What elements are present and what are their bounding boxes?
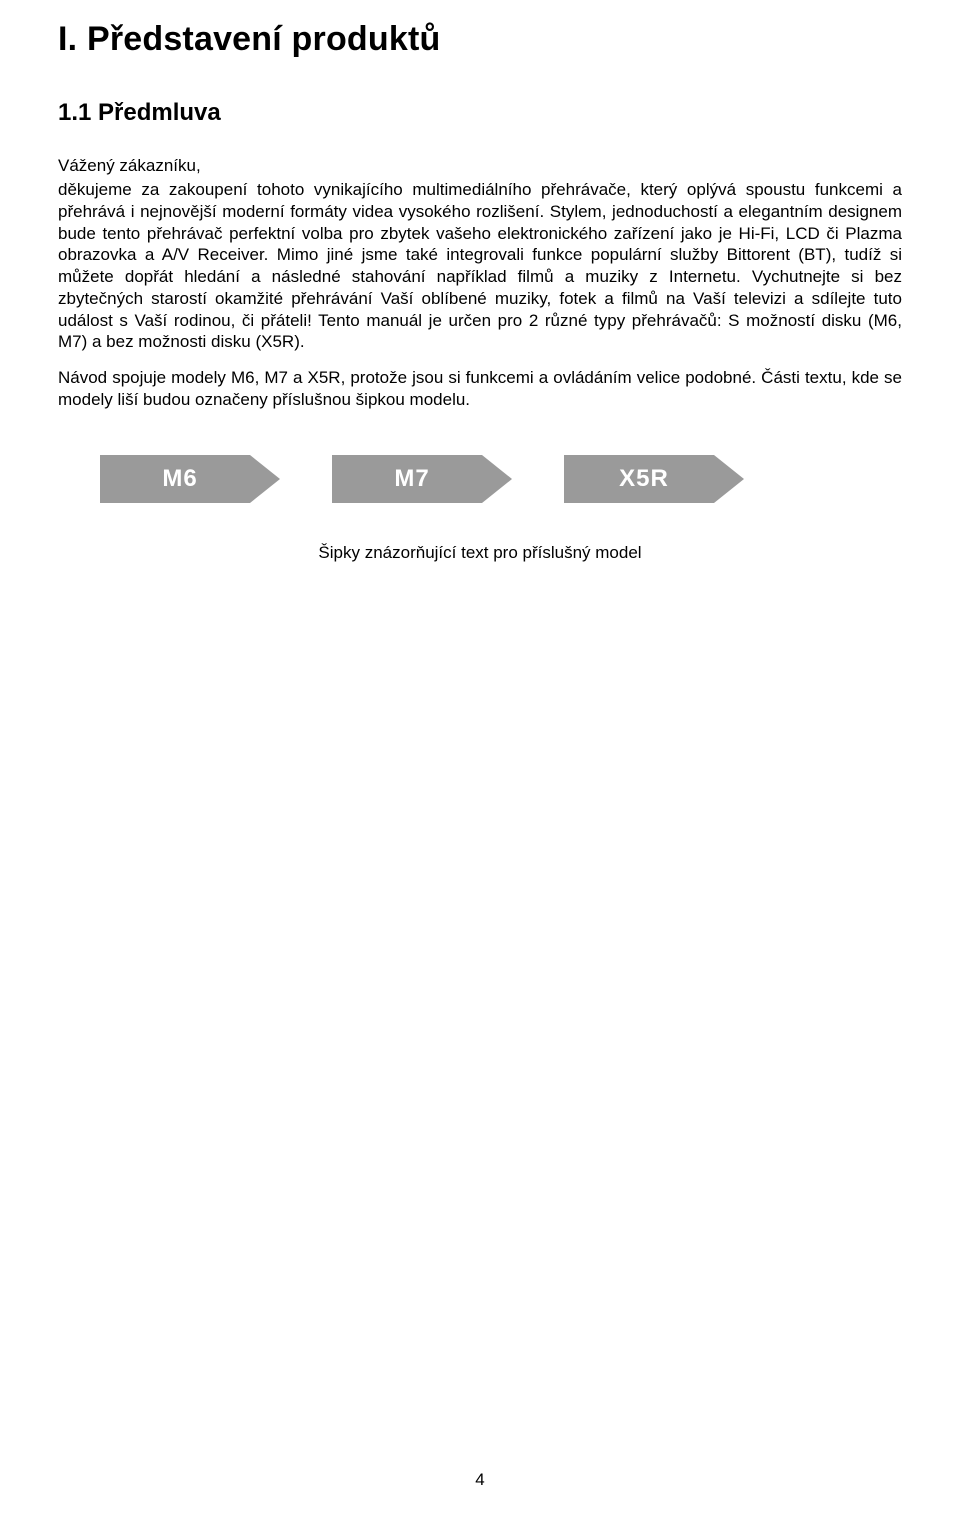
model-arrow-label: X5R <box>564 465 724 493</box>
document-page: I. Představení produktů 1.1 Předmluva Vá… <box>0 0 960 1520</box>
body-paragraph-2: Návod spojuje modely M6, M7 a X5R, proto… <box>58 367 902 411</box>
page-number: 4 <box>0 1470 960 1490</box>
salutation-text: Vážený zákazníku, <box>58 155 902 177</box>
model-arrow-label: M7 <box>332 465 492 493</box>
model-arrow-x5r: X5R <box>564 455 744 503</box>
model-arrows-row: M6 M7 X5R <box>100 455 902 503</box>
heading-main: I. Představení produktů <box>58 20 902 59</box>
model-arrow-m7: M7 <box>332 455 512 503</box>
model-arrow-label: M6 <box>100 465 260 493</box>
model-arrow-m6: M6 <box>100 455 280 503</box>
body-paragraph-1: děkujeme za zakoupení tohoto vynikajícíh… <box>58 179 902 353</box>
arrows-caption: Šipky znázorňující text pro příslušný mo… <box>58 543 902 563</box>
heading-sub: 1.1 Předmluva <box>58 99 902 127</box>
